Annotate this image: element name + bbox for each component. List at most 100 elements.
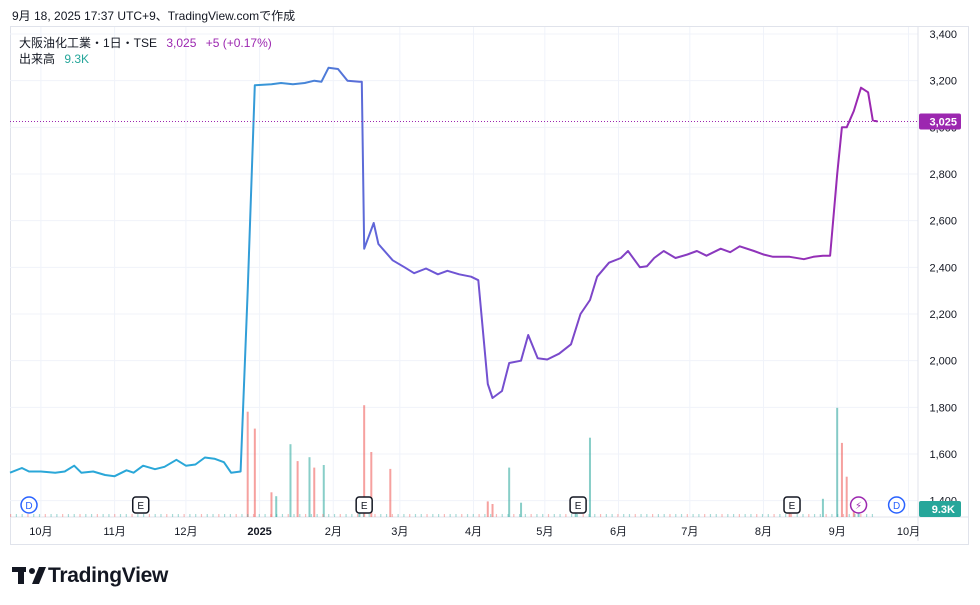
- volume-bar-small: [304, 514, 307, 517]
- lightning-marker-label: ⚡: [855, 501, 862, 512]
- x-tick-label: 2025: [247, 526, 271, 538]
- y-tick-label: 2,800: [929, 169, 957, 181]
- chart-panel[interactable]: [10, 26, 969, 545]
- last-price-label: 3,025: [929, 117, 957, 129]
- volume-bar-small: [212, 514, 214, 517]
- volume-bar-small: [785, 514, 787, 517]
- volume-bar-small: [183, 514, 185, 517]
- y-tick-label: 2,200: [929, 309, 957, 321]
- volume-bar-small: [310, 514, 312, 517]
- volume-bar-small: [137, 514, 139, 517]
- volume-bar-small: [200, 514, 203, 517]
- volume-bar-small: [813, 514, 816, 517]
- volume-bar-small: [507, 514, 509, 517]
- volume-bar-small: [501, 514, 503, 517]
- volume-bar-small: [854, 514, 856, 517]
- volume-bar-small: [322, 514, 324, 517]
- volume-bar-small: [866, 514, 868, 517]
- earnings-marker-label: E: [575, 501, 582, 512]
- volume-bar-small: [461, 514, 463, 517]
- earnings-icon: [569, 496, 587, 514]
- volume-bar-small: [871, 514, 874, 517]
- volume-bar-small: [698, 514, 700, 517]
- legend-symbol[interactable]: 大阪油化工業・1日・TSE: [19, 36, 158, 50]
- volume-bar: [520, 502, 523, 517]
- volume-bar-small: [287, 514, 289, 517]
- volume-bar-small: [640, 514, 642, 517]
- legend-volume-value: 9.3K: [64, 52, 90, 66]
- volume-bar-small: [709, 514, 712, 517]
- volume-bar-small: [715, 514, 717, 517]
- volume-bar: [313, 467, 316, 517]
- chart-caption: 9月 18, 2025 17:37 UTC+9、TradingView.comで…: [12, 9, 296, 23]
- volume-bar-small: [252, 514, 255, 517]
- dividend-marker-label: D: [25, 501, 32, 512]
- volume-bar-small: [686, 514, 688, 517]
- volume-bar: [246, 411, 249, 517]
- volume-bar: [486, 501, 489, 517]
- volume-bar-small: [808, 514, 810, 517]
- tradingview-logo-icon: [12, 566, 46, 584]
- volume-bar-small: [657, 514, 660, 517]
- volume-bar-small: [432, 514, 434, 517]
- volume-bar-small: [44, 514, 46, 517]
- volume-bar: [836, 407, 839, 517]
- volume-bar-small: [669, 514, 671, 517]
- volume-bar-small: [385, 514, 388, 517]
- volume-bar-small: [143, 514, 145, 517]
- volume-bar-small: [177, 514, 179, 517]
- volume-bar-small: [33, 514, 35, 517]
- earnings-marker-label: E: [789, 501, 796, 512]
- volume-bar-small: [160, 514, 162, 517]
- legend-volume-label[interactable]: 出来高: [19, 52, 56, 66]
- volume-bar-small: [50, 514, 52, 517]
- volume-bar-small: [403, 514, 405, 517]
- volume-bar-small: [235, 514, 237, 517]
- volume-bar-small: [628, 514, 631, 517]
- volume-bar-small: [576, 514, 579, 517]
- volume-bar-small: [56, 514, 58, 517]
- volume-bar-small: [10, 514, 12, 517]
- earnings-icon: [131, 496, 150, 514]
- volume-bar-small: [443, 514, 445, 517]
- volume-bar-small: [15, 514, 17, 517]
- last-volume-label: 9.3K: [932, 504, 955, 516]
- volume-bar-small: [837, 514, 839, 517]
- volume-bar-small: [455, 514, 457, 517]
- volume-bar-small: [553, 514, 555, 517]
- volume-bar-small: [299, 514, 301, 517]
- volume-bar-small: [102, 514, 104, 517]
- x-tick-label: 2月: [325, 526, 342, 538]
- volume-bar-small: [704, 514, 706, 517]
- earnings-icon: [355, 496, 373, 514]
- x-tick-label: 7月: [681, 526, 698, 538]
- volume-bar-small: [680, 514, 683, 517]
- volume-bar-small: [73, 514, 75, 517]
- volume-bar-small: [756, 514, 758, 517]
- brand-name: TradingView: [48, 564, 169, 587]
- volume-bar-small: [565, 514, 567, 517]
- volume-bar: [588, 437, 591, 517]
- tradingview-brand[interactable]: TradingView: [12, 564, 168, 588]
- volume-bar-small: [154, 514, 156, 517]
- volume-bar: [253, 428, 256, 517]
- volume-bar-small: [478, 514, 480, 517]
- volume-bar-small: [368, 514, 370, 517]
- volume-bar-small: [646, 514, 648, 517]
- volume-bar-small: [351, 514, 353, 517]
- volume-bar: [840, 442, 843, 517]
- volume-bar-small: [796, 514, 798, 517]
- volume-bar-small: [391, 514, 393, 517]
- volume-bar-small: [281, 514, 284, 517]
- volume-bar-small: [634, 514, 636, 517]
- volume-bar-small: [247, 514, 249, 517]
- volume-bar-small: [779, 514, 781, 517]
- volume-bar-small: [108, 514, 110, 517]
- volume-bar-small: [524, 514, 526, 517]
- volume-bar-small: [825, 514, 827, 517]
- volume-bar-small: [293, 514, 295, 517]
- volume-bar-small: [860, 514, 862, 517]
- volume-bar-small: [738, 514, 740, 517]
- volume-bar-small: [732, 514, 735, 517]
